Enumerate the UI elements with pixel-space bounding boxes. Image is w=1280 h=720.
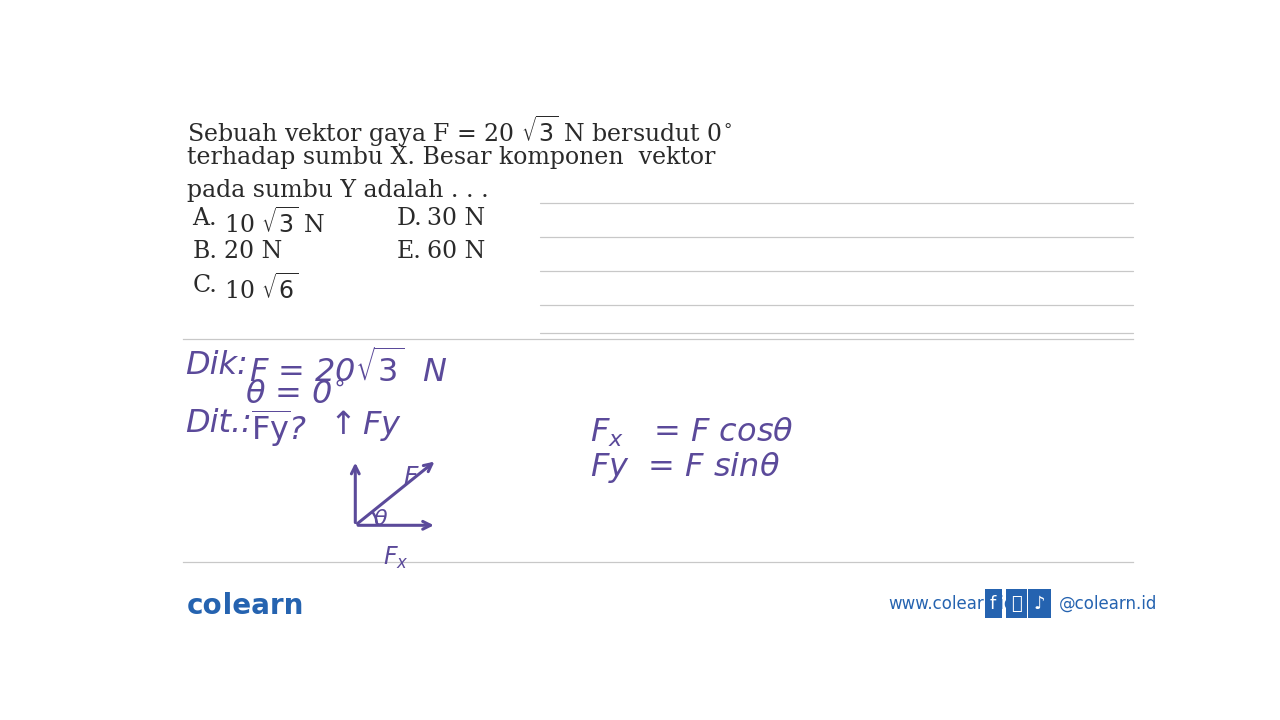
Text: @colearn.id: @colearn.id bbox=[1059, 595, 1157, 613]
Text: B.: B. bbox=[192, 240, 218, 264]
Text: C.: C. bbox=[192, 274, 218, 297]
Text: www.colearn.id: www.colearn.id bbox=[888, 595, 1015, 613]
Text: F: F bbox=[403, 464, 419, 489]
Text: 60 N: 60 N bbox=[428, 240, 485, 264]
Text: $\overline{\mathrm{Fy}}$?: $\overline{\mathrm{Fy}}$? bbox=[251, 408, 307, 450]
Text: 10 $\sqrt{6}$: 10 $\sqrt{6}$ bbox=[224, 274, 298, 304]
Text: Fy  = F sin$\theta$: Fy = F sin$\theta$ bbox=[590, 450, 781, 485]
Text: ⓞ: ⓞ bbox=[1011, 595, 1021, 613]
Text: Dit.:: Dit.: bbox=[186, 408, 252, 439]
Text: $\uparrow$Fy: $\uparrow$Fy bbox=[323, 408, 402, 444]
Text: learn: learn bbox=[212, 592, 303, 619]
Text: Sebuah vektor gaya F = 20 $\sqrt{3}$ N bersudut 0$^{\circ}$: Sebuah vektor gaya F = 20 $\sqrt{3}$ N b… bbox=[187, 113, 732, 149]
Text: F = 20$\sqrt{3}$  N: F = 20$\sqrt{3}$ N bbox=[250, 350, 448, 390]
Text: pada sumbu Y adalah . . .: pada sumbu Y adalah . . . bbox=[187, 179, 489, 202]
Text: 20 N: 20 N bbox=[224, 240, 282, 264]
Text: ♪: ♪ bbox=[1034, 595, 1046, 613]
Text: Dik:: Dik: bbox=[186, 350, 248, 381]
Text: f: f bbox=[989, 595, 996, 613]
Text: $\theta$ = 0$^{\circ}$: $\theta$ = 0$^{\circ}$ bbox=[246, 379, 346, 410]
Text: A.: A. bbox=[192, 207, 218, 230]
Text: 10 $\sqrt{3}$ N: 10 $\sqrt{3}$ N bbox=[224, 207, 325, 238]
Text: F$_x$   = F cos$\theta$: F$_x$ = F cos$\theta$ bbox=[590, 416, 794, 449]
Text: co: co bbox=[187, 592, 223, 619]
Text: $\theta$: $\theta$ bbox=[372, 509, 388, 529]
Text: 30 N: 30 N bbox=[428, 207, 485, 230]
Text: D.: D. bbox=[397, 207, 422, 230]
Text: E.: E. bbox=[397, 240, 421, 264]
Text: terhadap sumbu X. Besar komponen  vektor: terhadap sumbu X. Besar komponen vektor bbox=[187, 146, 716, 169]
Text: F$_x$: F$_x$ bbox=[383, 544, 408, 571]
